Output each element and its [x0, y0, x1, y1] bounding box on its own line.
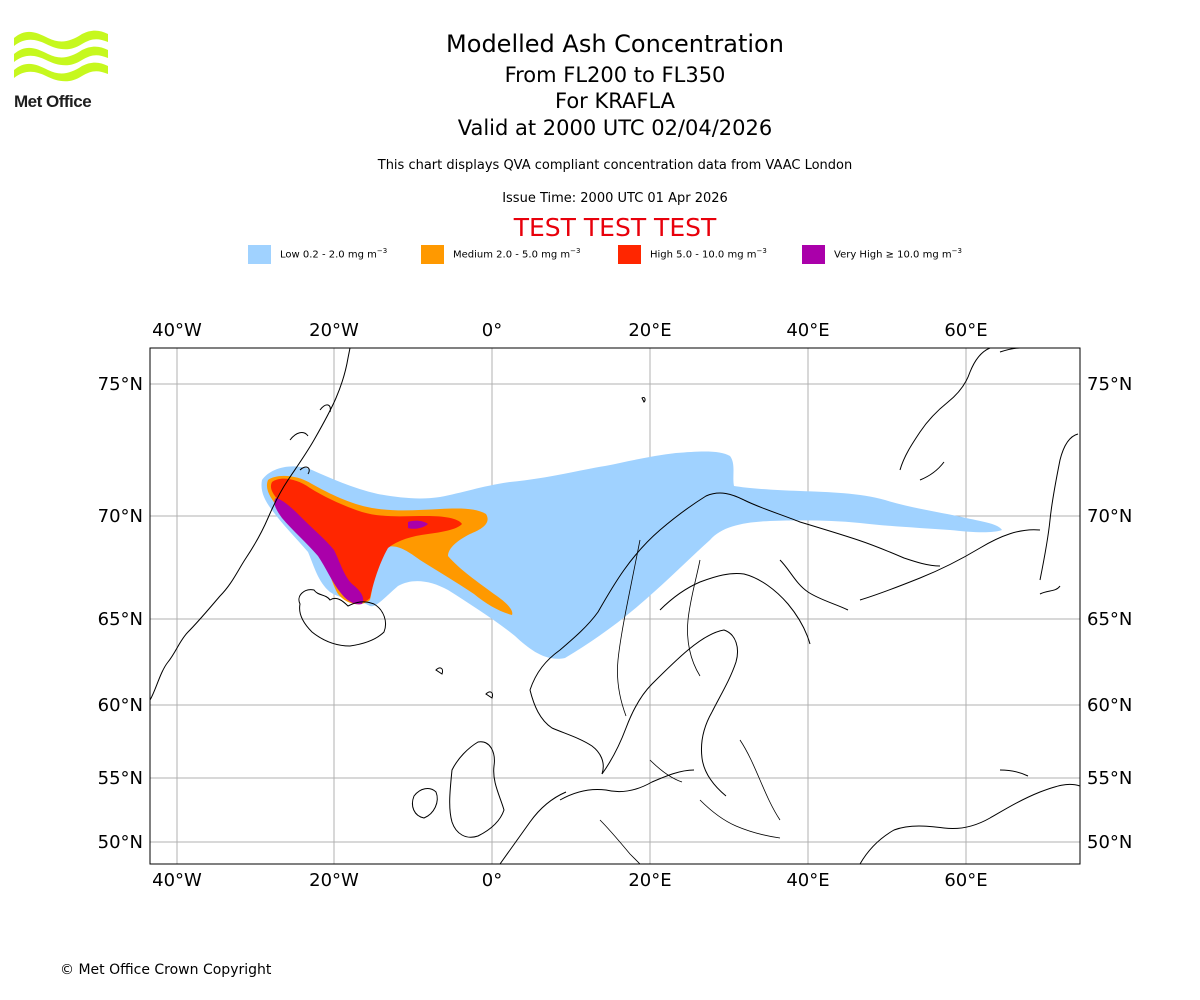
met-office-logo-text: Met Office — [14, 92, 92, 111]
map-frame — [149, 347, 1081, 865]
lon-label-bottom: 40°W — [152, 870, 202, 891]
country-borders — [599, 539, 781, 864]
lat-label-left: 70°N — [98, 506, 143, 527]
test-banner: TEST TEST TEST — [513, 213, 717, 242]
lat-label-left: 55°N — [98, 768, 143, 789]
legend-swatch-very-high — [802, 244, 825, 264]
lon-label-bottom: 0° — [482, 870, 502, 891]
lon-labels-bottom: 40°W 20°W 0° 20°E 40°E 60°E — [152, 870, 987, 891]
legend-item-very-high: Very High ≥ 10.0 mg m−3 — [802, 244, 962, 264]
lon-labels-top: 40°W 20°W 0° 20°E 40°E 60°E — [152, 320, 987, 341]
legend-label-high: High 5.0 - 10.0 mg m−3 — [650, 247, 767, 261]
lat-label-left: 65°N — [98, 609, 143, 630]
lat-label-right: 70°N — [1087, 506, 1132, 527]
legend-swatch-medium — [421, 244, 444, 264]
legend-label-very-high: Very High ≥ 10.0 mg m−3 — [834, 247, 962, 261]
legend-item-low: Low 0.2 - 2.0 mg m−3 — [248, 244, 387, 264]
ash-very-high-region — [274, 498, 364, 605]
lon-label-top: 40°W — [152, 320, 202, 341]
legend: Low 0.2 - 2.0 mg m−3 Medium 2.0 - 5.0 mg… — [0, 244, 1200, 266]
lat-label-right: 50°N — [1087, 832, 1132, 853]
coastlines — [150, 348, 1080, 864]
met-office-logo-icon — [14, 30, 108, 82]
legend-label-medium: Medium 2.0 - 5.0 mg m−3 — [453, 247, 581, 261]
lon-label-top: 20°W — [309, 320, 359, 341]
lon-label-top: 0° — [482, 320, 502, 341]
ash-very-high-spot — [408, 520, 428, 529]
copyright-notice: © Met Office Crown Copyright — [60, 962, 272, 978]
lat-labels-right: 75°N 70°N 65°N 60°N 55°N 50°N — [1087, 374, 1132, 853]
lat-label-left: 60°N — [98, 695, 143, 716]
valid-time: Valid at 2000 UTC 02/04/2026 — [457, 116, 773, 140]
lon-label-bottom: 20°W — [309, 870, 359, 891]
lat-labels-left: 75°N 70°N 65°N 60°N 55°N 50°N — [98, 374, 143, 853]
legend-swatch-low — [248, 244, 271, 264]
lat-label-right: 60°N — [1087, 695, 1132, 716]
lat-label-left: 50°N — [98, 832, 143, 853]
legend-swatch-high — [618, 244, 641, 264]
issue-time: Issue Time: 2000 UTC 01 Apr 2026 — [502, 191, 728, 206]
chart-description: This chart displays QVA compliant concen… — [377, 158, 853, 173]
ash-low-region — [261, 451, 1002, 659]
lon-label-bottom: 40°E — [786, 870, 829, 891]
lon-label-top: 20°E — [628, 320, 671, 341]
lat-label-left: 75°N — [98, 374, 143, 395]
volcano-name: For KRAFLA — [555, 89, 675, 113]
lon-label-bottom: 20°E — [628, 870, 671, 891]
lat-label-right: 55°N — [1087, 768, 1132, 789]
lat-label-right: 75°N — [1087, 374, 1132, 395]
legend-item-medium: Medium 2.0 - 5.0 mg m−3 — [421, 244, 580, 264]
flight-level-range: From FL200 to FL350 — [504, 63, 726, 87]
ash-high-region — [270, 478, 462, 603]
chart-title: Modelled Ash Concentration — [446, 30, 784, 58]
lon-label-bottom: 60°E — [944, 870, 987, 891]
lon-label-top: 60°E — [944, 320, 987, 341]
legend-item-high: High 5.0 - 10.0 mg m−3 — [618, 244, 767, 264]
lat-label-right: 65°N — [1087, 609, 1132, 630]
lon-label-top: 40°E — [786, 320, 829, 341]
legend-label-low: Low 0.2 - 2.0 mg m−3 — [280, 247, 388, 261]
